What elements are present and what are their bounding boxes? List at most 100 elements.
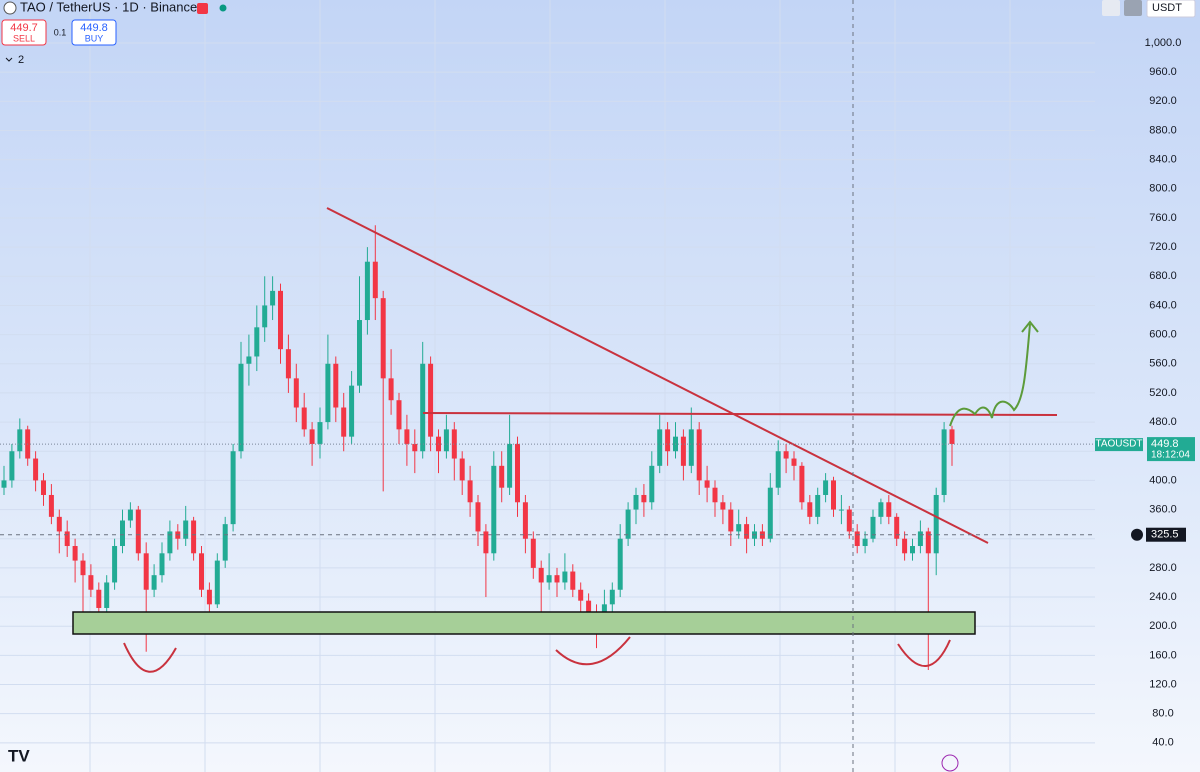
candle-body: [491, 465, 497, 554]
candle-body: [799, 465, 805, 503]
candle-body: [443, 429, 449, 452]
candle-body: [428, 363, 434, 437]
candle-body: [64, 531, 70, 547]
currency-select[interactable]: [1146, 0, 1196, 18]
sell-box[interactable]: [1, 19, 47, 46]
y-tick-label: 480.0: [1149, 416, 1177, 428]
reset-button[interactable]: [1124, 0, 1142, 16]
y-tick-label: 80.0: [1152, 708, 1173, 720]
candle-body: [720, 502, 726, 510]
candle-body: [41, 480, 46, 495]
candle-body: [736, 524, 742, 532]
candle-body: [127, 509, 133, 521]
candle-body: [696, 429, 702, 481]
buy-button[interactable]: 449.8 BUY: [71, 19, 117, 46]
y-tick-label: 360.0: [1149, 503, 1177, 515]
indicator-count: 2: [18, 54, 24, 66]
candle-body: [309, 429, 315, 444]
last-price-tag: [1147, 437, 1195, 462]
candle-body: [333, 363, 339, 408]
y-tick-label: 520.0: [1149, 387, 1177, 399]
buy-box[interactable]: [71, 19, 117, 46]
candle-body: [183, 520, 189, 539]
candle-body: [878, 502, 884, 517]
candle-body: [380, 298, 386, 379]
candle-body: [704, 480, 710, 488]
y-tick-label: 880.0: [1149, 124, 1177, 136]
candle-body: [530, 538, 536, 568]
candle-body: [349, 385, 355, 437]
sell-label: SELL: [13, 33, 35, 43]
y-tick-label: 160.0: [1149, 649, 1177, 661]
candle-body: [246, 356, 252, 364]
candle-body: [870, 516, 876, 539]
candle-body: [902, 538, 908, 554]
candle-body: [712, 487, 718, 503]
y-tick-label: 960.0: [1149, 66, 1177, 78]
candle-body: [483, 531, 489, 554]
candle-body: [72, 546, 78, 561]
candle-body: [33, 458, 39, 481]
candle-body: [775, 451, 781, 488]
bottom-arc: [123, 642, 177, 673]
projection-arrow: [949, 323, 1031, 427]
candle-body: [254, 327, 260, 357]
lightning-icon[interactable]: [941, 754, 959, 772]
candle-body: [214, 560, 220, 605]
candle-body: [88, 575, 94, 590]
candle-body: [665, 429, 671, 452]
chart-title: TAO / TetherUS · 1D · Binance: [20, 0, 197, 14]
symbol-logo: [3, 1, 17, 15]
candle-body: [278, 290, 283, 350]
trend-line: [326, 207, 989, 544]
candle-body: [206, 589, 212, 605]
candle-body: [910, 546, 915, 554]
candle-body: [562, 571, 568, 583]
candle-body: [167, 531, 173, 554]
candle-body: [546, 575, 552, 583]
candle-body: [941, 429, 947, 495]
candle-body: [388, 378, 394, 401]
sell-button[interactable]: 449.7 SELL: [1, 19, 47, 46]
candle-body: [838, 509, 844, 511]
candle-body: [293, 378, 299, 408]
currency: USDT: [1152, 2, 1182, 14]
candle-body: [341, 407, 347, 437]
scroll-button[interactable]: [1102, 0, 1120, 16]
candle-body: [886, 502, 892, 517]
candle-body: [515, 443, 520, 503]
buy-label: BUY: [85, 33, 104, 43]
candle-body: [412, 443, 418, 452]
candle-body: [135, 509, 141, 554]
candle-body: [570, 571, 576, 590]
candle-body: [357, 320, 362, 386]
y-tick-label: 560.0: [1149, 358, 1177, 370]
candle-body: [230, 451, 236, 525]
candle-body: [641, 494, 647, 503]
y-tick-label: 920.0: [1149, 95, 1177, 107]
y-tick-label: 240.0: [1149, 591, 1177, 603]
candle-body: [831, 480, 836, 510]
resistance-line: [422, 412, 1058, 416]
candle-body: [894, 516, 900, 539]
candle-body: [586, 600, 592, 612]
candle-body: [554, 575, 560, 583]
candle-body: [807, 502, 813, 517]
candle-body: [270, 290, 276, 306]
candle-body: [199, 553, 204, 590]
support-zone: [72, 611, 976, 635]
candle-body: [815, 494, 821, 517]
candle-body: [80, 560, 86, 576]
add-alert-icon[interactable]: [1131, 528, 1143, 541]
candle-body: [680, 436, 686, 466]
collapse-icon[interactable]: [5, 57, 13, 62]
candle-body: [522, 502, 528, 539]
candle-body: [151, 575, 157, 590]
y-tick-label: 400.0: [1149, 474, 1177, 486]
crosshair-tag: [1146, 527, 1186, 542]
candle-body: [451, 429, 457, 459]
candle-body: [767, 487, 773, 539]
y-tick-label: 640.0: [1149, 299, 1177, 311]
candle-body: [396, 400, 402, 430]
candle-body: [467, 480, 473, 503]
